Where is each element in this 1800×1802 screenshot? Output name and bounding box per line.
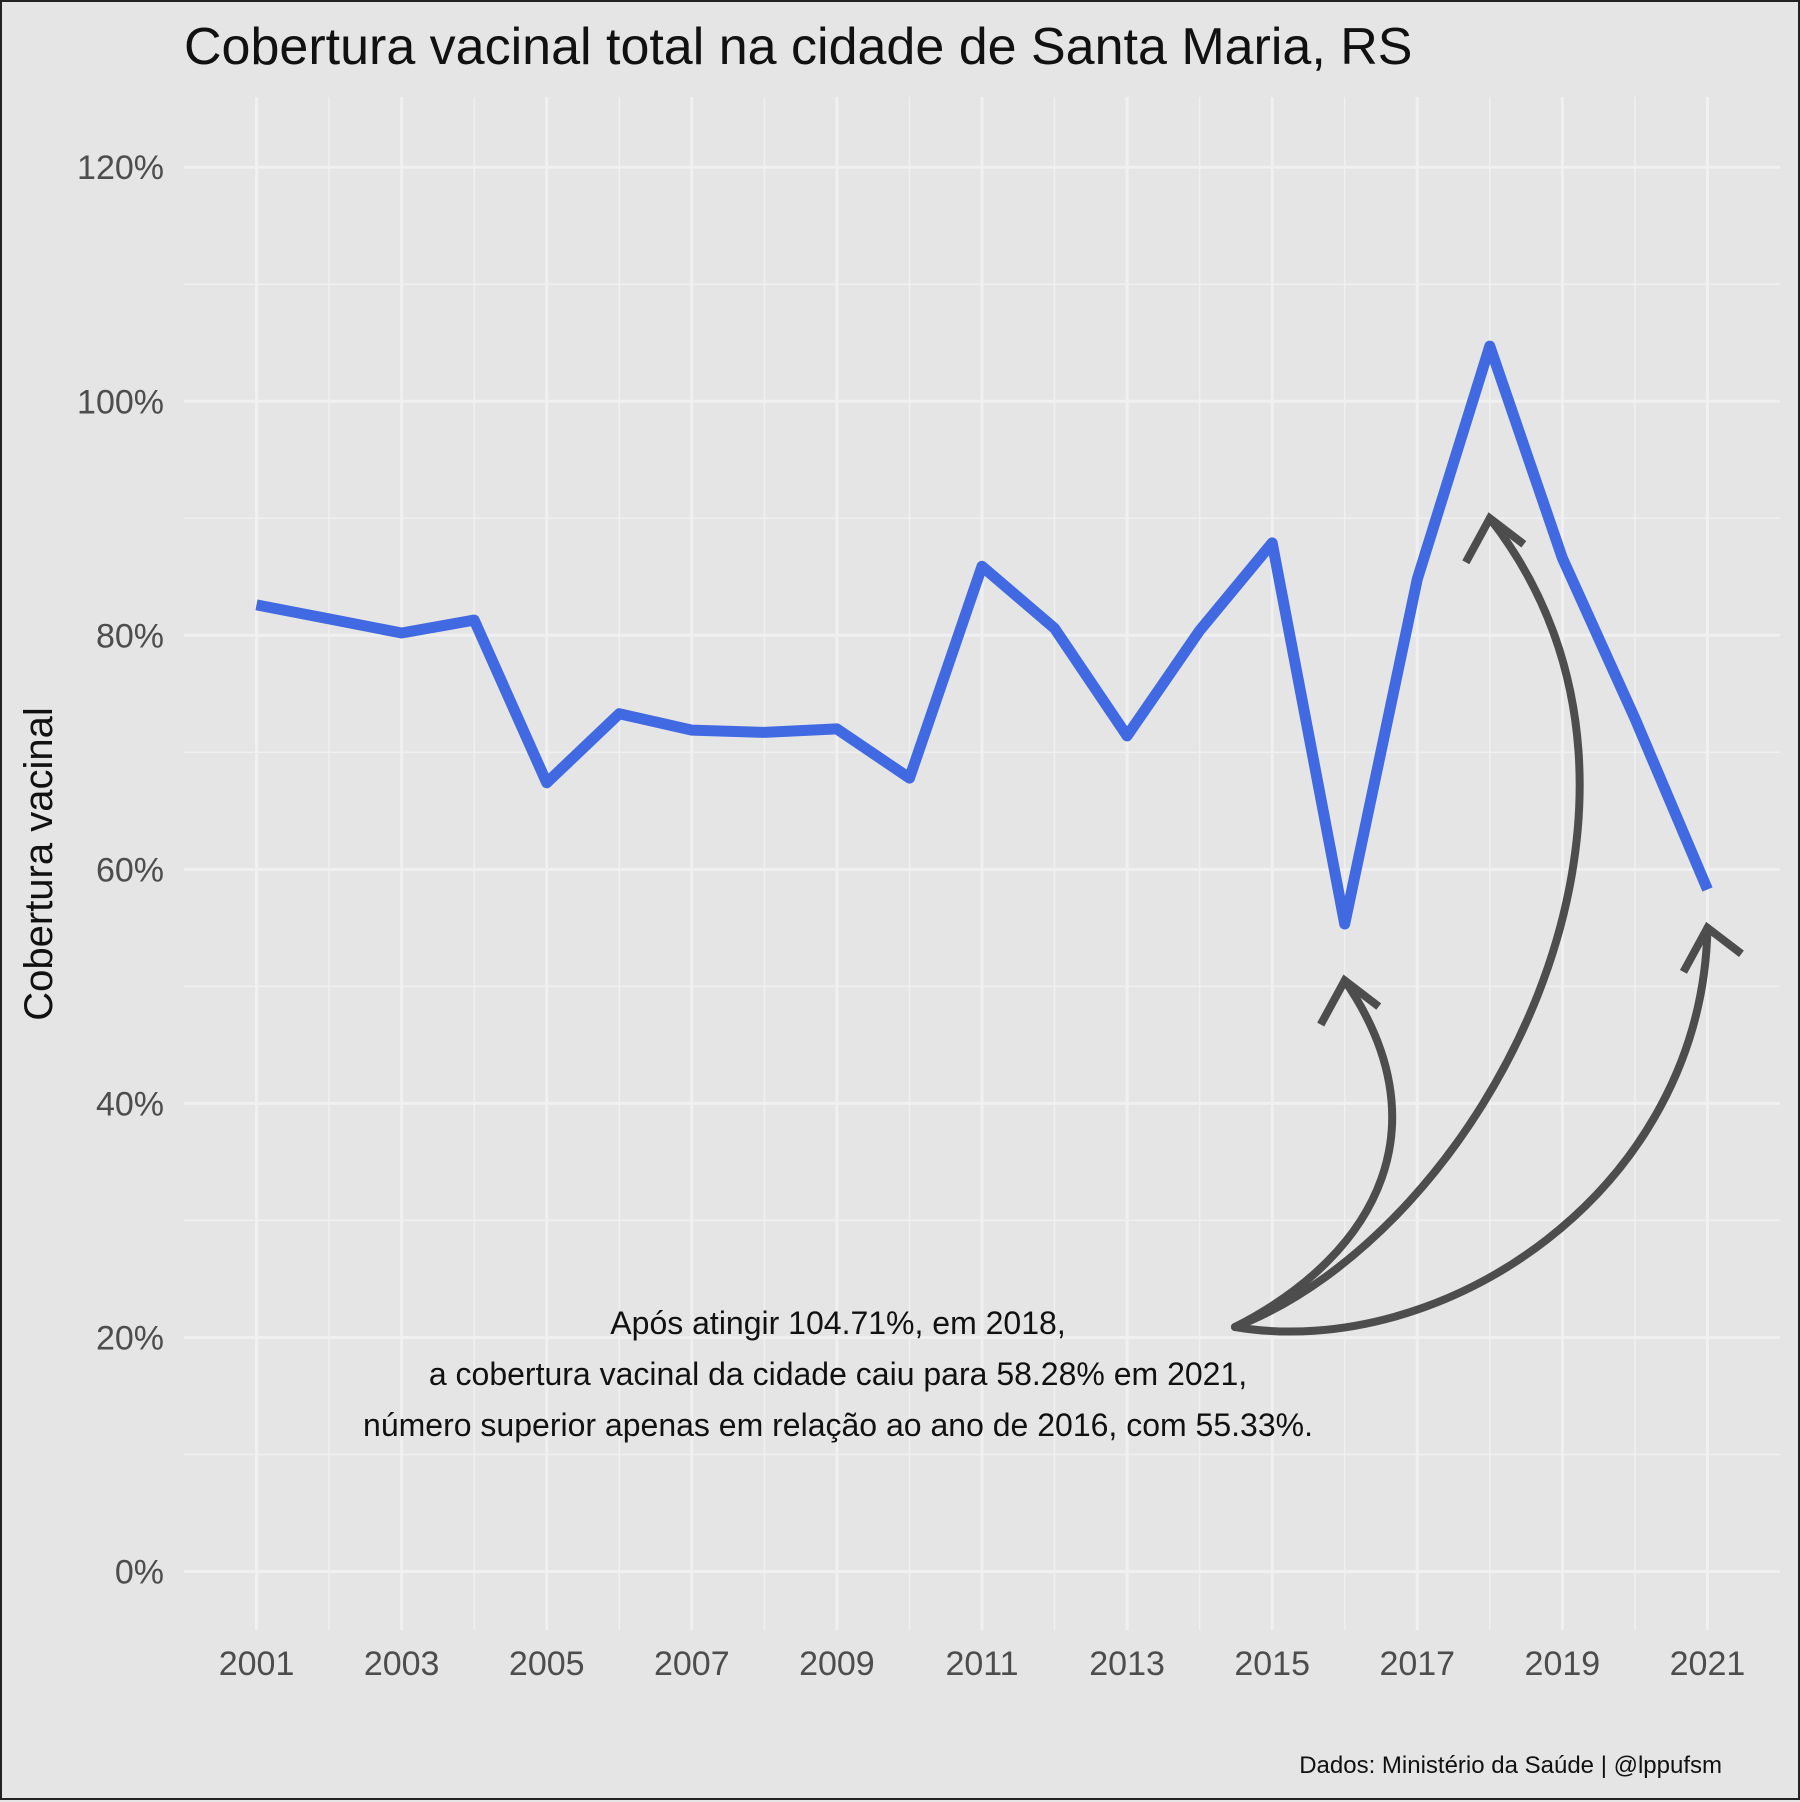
annotation-line-2: a cobertura vacinal da cidade caiu para … (429, 1356, 1247, 1392)
chart-title: Cobertura vacinal total na cidade de San… (184, 18, 1412, 76)
y-tick-label: 0% (115, 1553, 164, 1591)
y-tick-label: 40% (96, 1085, 164, 1123)
x-tick-label: 2019 (1525, 1645, 1601, 1683)
y-tick-label: 60% (96, 851, 164, 889)
y-tick-label: 20% (96, 1319, 164, 1357)
x-tick-label: 2003 (364, 1645, 440, 1683)
y-tick-label: 100% (77, 383, 164, 421)
x-tick-label: 2005 (509, 1645, 585, 1683)
x-tick-label: 2007 (654, 1645, 730, 1683)
x-tick-label: 2015 (1234, 1645, 1310, 1683)
y-tick-label: 80% (96, 617, 164, 655)
x-tick-label: 2013 (1089, 1645, 1165, 1683)
source-caption: Dados: Ministério da Saúde | @lppufsm (1299, 1752, 1722, 1779)
grid (184, 97, 1780, 1630)
x-tick-label: 2017 (1379, 1645, 1455, 1683)
annotation-line-1: Após atingir 104.71%, em 2018, (610, 1305, 1065, 1341)
x-axis-ticks: 2001 2003 2005 2007 2009 2011 2013 2015 2017 2019… (219, 1645, 1746, 1683)
x-tick-label: 2009 (799, 1645, 875, 1683)
y-axis-ticks: 0% 20% 40% 60% 80% 100% 120% (77, 149, 164, 1591)
y-tick-label: 120% (77, 149, 164, 187)
annotation-line-3: número superior apenas em relação ao ano… (363, 1407, 1313, 1443)
y-axis-label: Cobertura vacinal (17, 707, 61, 1021)
x-tick-label: 2011 (945, 1645, 1018, 1683)
x-tick-label: 2021 (1670, 1645, 1746, 1683)
x-tick-label: 2001 (219, 1645, 295, 1683)
